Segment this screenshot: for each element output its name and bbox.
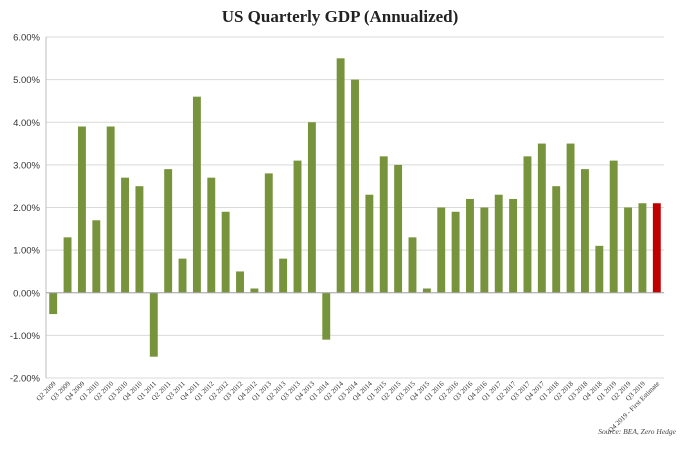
- bar: [92, 220, 101, 293]
- bar: [437, 207, 446, 293]
- bar: [509, 198, 518, 293]
- bar: [307, 122, 316, 293]
- bar: [178, 258, 187, 293]
- bar: [451, 211, 460, 293]
- source-note: Source: BEA, Zero Hedge: [598, 427, 676, 436]
- bar: [422, 288, 431, 293]
- bar: [652, 203, 661, 293]
- bar: [264, 173, 273, 293]
- bar: [537, 143, 546, 293]
- y-tick-label: 4.00%: [13, 118, 40, 129]
- bar: [595, 245, 604, 293]
- bar: [379, 156, 388, 293]
- y-tick-label: 3.00%: [13, 160, 40, 171]
- bar: [624, 207, 633, 293]
- bar: [77, 126, 86, 293]
- y-tick-label: 1.00%: [13, 246, 40, 257]
- bar: [236, 271, 244, 293]
- y-tick-label: -1.00%: [10, 331, 41, 342]
- bar: [408, 237, 417, 293]
- bar: [466, 198, 474, 293]
- bar: [552, 186, 561, 293]
- bar: [49, 292, 58, 315]
- y-tick-label: 5.00%: [13, 75, 40, 86]
- bar: [293, 160, 302, 293]
- bar: [221, 211, 230, 293]
- y-tick-label: -2.00%: [10, 374, 41, 385]
- bar: [638, 203, 647, 293]
- y-tick-label: 0.00%: [13, 288, 40, 299]
- bar: [149, 292, 158, 357]
- bar: [365, 194, 374, 293]
- bar: [121, 177, 129, 293]
- y-tick-label: 6.00%: [13, 33, 40, 44]
- bar: [351, 79, 359, 293]
- bar: [63, 237, 72, 293]
- bar: [523, 156, 532, 293]
- chart-title: US Quarterly GDP (Annualized): [222, 7, 459, 26]
- bar: [480, 207, 489, 293]
- bars: [49, 58, 661, 357]
- bar: [279, 258, 288, 293]
- bar: [250, 288, 259, 293]
- bar: [207, 177, 216, 293]
- y-tick-label: 2.00%: [13, 203, 40, 214]
- bar: [192, 96, 201, 293]
- bar: [135, 186, 144, 293]
- bar: [609, 160, 618, 293]
- bar: [494, 194, 503, 293]
- bar: [336, 58, 345, 293]
- bar: [581, 169, 589, 293]
- bar: [566, 143, 575, 293]
- bar: [106, 126, 115, 293]
- bar: [394, 164, 403, 293]
- bar: [322, 292, 331, 340]
- y-axis: 6.00% 5.00% 4.00% 3.00% 2.00% 1.00% 0.00% -1.00…: [10, 33, 47, 385]
- bar: [164, 169, 173, 293]
